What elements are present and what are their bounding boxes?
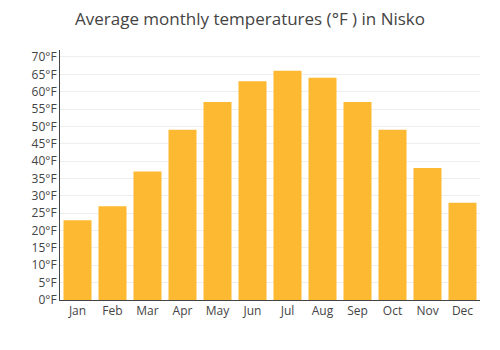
svg-text:0°F: 0°F xyxy=(38,291,56,308)
svg-text:65°F: 65°F xyxy=(32,66,57,83)
svg-text:60°F: 60°F xyxy=(32,83,57,100)
svg-text:Sep: Sep xyxy=(347,302,368,319)
svg-text:50°F: 50°F xyxy=(32,118,57,135)
svg-text:10°F: 10°F xyxy=(32,256,57,273)
svg-text:15°F: 15°F xyxy=(32,239,57,256)
svg-text:Oct: Oct xyxy=(383,302,402,319)
svg-text:55°F: 55°F xyxy=(32,100,57,117)
svg-text:40°F: 40°F xyxy=(32,152,57,169)
svg-text:Apr: Apr xyxy=(173,302,193,319)
svg-text:45°F: 45°F xyxy=(32,135,57,152)
svg-text:25°F: 25°F xyxy=(32,204,57,221)
svg-text:Aug: Aug xyxy=(312,302,334,319)
svg-text:Average monthly temperatures (: Average monthly temperatures (°F ) in Ni… xyxy=(75,7,425,30)
svg-text:Jul: Jul xyxy=(280,302,295,319)
svg-text:Mar: Mar xyxy=(136,302,158,319)
svg-text:5°F: 5°F xyxy=(38,274,56,291)
svg-text:Jan: Jan xyxy=(68,302,86,319)
svg-text:70°F: 70°F xyxy=(32,48,57,65)
svg-text:30°F: 30°F xyxy=(32,187,57,204)
svg-text:35°F: 35°F xyxy=(32,170,57,187)
svg-text:Jun: Jun xyxy=(243,302,262,319)
svg-text:20°F: 20°F xyxy=(32,222,57,239)
svg-text:Nov: Nov xyxy=(416,302,438,319)
svg-text:Feb: Feb xyxy=(102,302,122,319)
svg-text:May: May xyxy=(206,302,230,319)
svg-text:Dec: Dec xyxy=(452,302,473,319)
